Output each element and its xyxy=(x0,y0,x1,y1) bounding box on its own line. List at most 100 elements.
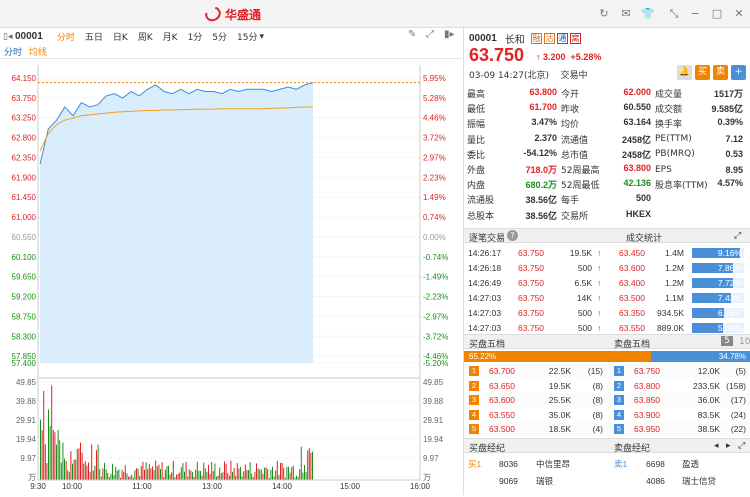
depth-10-tab[interactable]: 10 xyxy=(739,337,750,347)
stat-cell: 最低 61.700 xyxy=(467,102,561,115)
pct-tick-label: 4.46% xyxy=(423,114,446,123)
pct-tick-label: -1.49% xyxy=(423,273,448,282)
expand-icon[interactable]: ⤢ xyxy=(426,29,434,40)
stat-label: 量比 xyxy=(467,135,486,146)
refresh-icon[interactable]: ↻ xyxy=(599,7,609,20)
sell-level: 5 xyxy=(614,424,624,434)
chart-svg: 64.150 5.95% 63.750 5.28% 63.250 4.46% 62.800 3… xyxy=(12,65,448,491)
next-icon[interactable]: ▸ xyxy=(726,441,731,451)
volume-tick-label-right: 39.88 xyxy=(423,397,444,406)
price-tick-label: 62.800 xyxy=(12,134,37,143)
volume-bar xyxy=(257,468,259,480)
buy-level: 4 xyxy=(469,409,479,420)
stat-value: 62.000 xyxy=(623,87,651,98)
ticks-header: 逐笔交易 ? 成交统计 ⤢ xyxy=(464,228,750,244)
volume-bar xyxy=(228,475,230,480)
quote-stats: 最高 63.800 今开 62.000 成交量 1517万 最低 61.700 昨收 60.550… xyxy=(467,86,749,223)
stat-label: 52周最低 xyxy=(561,181,600,192)
pct-tick-label: 3.72% xyxy=(423,134,446,143)
expand-broker-icon[interactable]: ⤢ xyxy=(738,441,746,451)
tick-volume: 19.5K xyxy=(569,247,592,258)
volume-bar xyxy=(145,462,147,480)
volume-tick-label: 9.97 xyxy=(20,454,36,463)
volume-bar xyxy=(176,474,177,480)
collapse-sidebar-icon[interactable]: ▯◂ xyxy=(3,31,13,42)
volume-bar xyxy=(115,466,117,480)
stat-value: 500 xyxy=(635,193,651,204)
volume-bar xyxy=(88,462,89,480)
sell-price: 63.950 xyxy=(634,424,660,434)
stats-row: 总股本 38.56亿 交易所 HKEX xyxy=(467,208,749,223)
volume-bar xyxy=(294,477,296,480)
volume-bar xyxy=(60,462,62,480)
tab-weekly[interactable]: 周K xyxy=(137,33,153,43)
stat-value: 2458亿 xyxy=(621,134,651,145)
tab-5day[interactable]: 五日 xyxy=(84,33,103,43)
volume-tick-label: 29.91 xyxy=(16,416,37,425)
volume-bar xyxy=(214,463,216,480)
stat-pct: 7.72% xyxy=(717,277,742,288)
volume-tick-label-right: 万 xyxy=(423,473,431,482)
minimize-icon[interactable]: − xyxy=(690,7,700,20)
collapse-panel-icon[interactable]: ▮▸ xyxy=(444,29,455,40)
more-icon[interactable]: ⤢ xyxy=(734,231,742,241)
tab-daily[interactable]: 日K xyxy=(112,33,128,43)
tab-monthly[interactable]: 月K xyxy=(162,33,178,43)
stats-row: 委比 -54.12% 总市值 2458亿 PB(MRQ) 0.53 xyxy=(467,147,749,162)
shrink-icon[interactable]: ⤡ xyxy=(669,7,679,20)
volume-bar xyxy=(174,477,176,480)
sell-level: 3 xyxy=(614,395,624,405)
volume-bar xyxy=(132,477,134,480)
volume-tick-label: 19.94 xyxy=(16,435,37,444)
time-tick-label: 11:00 xyxy=(132,482,152,491)
sell-volume: 83.5K xyxy=(697,409,720,420)
buy-button[interactable]: 买 xyxy=(695,65,710,80)
tick-row: 14:27:03 63.750 14K ↑ 63.500 1.1M 7.43% xyxy=(464,290,750,305)
alert-bell-icon[interactable]: 🔔 xyxy=(677,65,692,80)
help-icon[interactable]: ? xyxy=(507,230,518,241)
stat-label: 换手率 xyxy=(655,120,683,131)
volume-bar xyxy=(262,473,264,480)
stat-label: PE(TTM) xyxy=(655,134,692,145)
price-tick-label: 58.300 xyxy=(12,332,37,341)
volume-bar xyxy=(265,467,267,480)
maximize-icon[interactable]: □ xyxy=(711,7,723,20)
badge-margin: 融 xyxy=(530,33,542,44)
stat-label: 内盘 xyxy=(467,181,486,192)
stat-volume: 1.2M xyxy=(665,262,684,273)
tab-5min[interactable]: 5分 xyxy=(212,33,228,43)
buy-price: 63.600 xyxy=(489,395,515,405)
shirt-icon[interactable]: 👕 xyxy=(641,7,655,20)
prev-icon[interactable]: ◂ xyxy=(714,441,719,451)
stat-bar-fill xyxy=(692,292,731,303)
intraday-chart[interactable]: 64.150 5.95% 63.750 5.28% 63.250 4.46% 62.800 3… xyxy=(0,60,462,495)
add-watchlist-button[interactable]: + xyxy=(731,65,746,80)
chevron-down-icon[interactable]: ▾ xyxy=(259,31,265,42)
time-tick-label: 13:00 xyxy=(202,482,223,491)
buy-orders: (8) xyxy=(592,409,603,420)
volume-bar xyxy=(158,464,160,480)
tab-1min[interactable]: 1分 xyxy=(187,33,203,43)
depth-5-tab[interactable]: 5 xyxy=(721,336,733,346)
stat-value: 63.800 xyxy=(529,87,557,98)
volume-bar xyxy=(182,463,184,480)
mail-icon[interactable]: ✉ xyxy=(621,7,631,20)
price-tick-label: 58.750 xyxy=(12,312,37,321)
stat-cell: 最高 63.800 xyxy=(467,87,561,100)
buy-price: 63.650 xyxy=(489,380,515,391)
close-icon[interactable]: ✕ xyxy=(734,7,744,20)
stat-cell: 今开 62.000 xyxy=(561,87,655,100)
stat-pct: 7.43% xyxy=(717,292,742,303)
price-tick-label: 60.550 xyxy=(12,233,37,242)
volume-bar xyxy=(81,452,83,480)
sell-button[interactable]: 卖 xyxy=(713,65,728,80)
tab-intraday[interactable]: 分时 xyxy=(56,33,75,43)
pencil-icon[interactable]: ✎ xyxy=(408,29,417,40)
tab-15min[interactable]: 15分 xyxy=(237,33,258,43)
tick-direction-icon: ↑ xyxy=(597,247,602,258)
sell-broker-name: 盈透 xyxy=(682,459,700,470)
pct-tick-label: 0.74% xyxy=(423,213,446,222)
volume-bar xyxy=(241,476,243,480)
volume-bar xyxy=(40,419,41,480)
price-tick-label: 62.350 xyxy=(12,153,37,162)
